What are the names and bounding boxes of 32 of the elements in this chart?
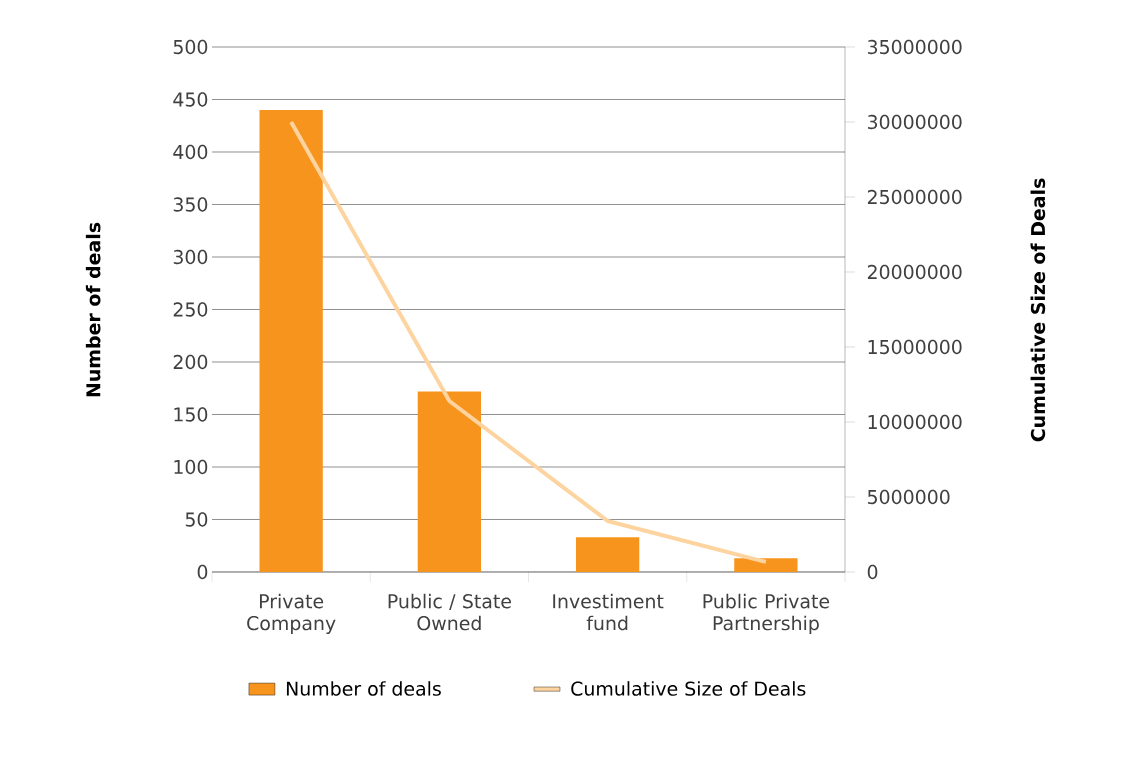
line-series — [289, 119, 768, 564]
y2-tick-label: 15000000 — [868, 339, 962, 355]
y-tick-label: 500 — [173, 39, 208, 55]
y-tick-label: 350 — [173, 197, 208, 212]
legend-label: Cumulative Size of Deals — [571, 681, 806, 696]
y2-tick-label: 35000000 — [867, 39, 962, 55]
y-tick-label: 250 — [173, 302, 208, 317]
y-tick-label: 300 — [173, 249, 208, 265]
y2-tick-label: 20000000 — [867, 264, 962, 280]
y-tick-label: 150 — [174, 407, 208, 422]
y2-axis-title: Cumulative Size of Deals — [1030, 178, 1046, 442]
y2-tick-label: 10000000 — [868, 414, 962, 430]
y-tick-label: 100 — [174, 459, 208, 475]
x-tick-label: Public / State Owned — [388, 593, 511, 631]
y-tick-label: 450 — [173, 92, 208, 107]
bar — [259, 109, 323, 572]
y-tick-label: 50 — [185, 512, 208, 527]
bar — [734, 558, 798, 572]
y2-tick-label: 5000000 — [867, 489, 950, 505]
y2-tick-label: 0 — [867, 564, 878, 580]
y-tick-label: 200 — [173, 354, 208, 370]
bar — [417, 391, 482, 572]
y-tick-label: 0 — [197, 564, 208, 580]
x-tick-label: Private Company — [247, 593, 336, 634]
bar — [575, 537, 640, 572]
x-tick-label: Investiment fund — [553, 593, 664, 631]
y2-tick-label: 25000000 — [867, 189, 962, 205]
x-tick-label: Public Private Partnership — [703, 593, 830, 634]
legend-label: Number of deals — [286, 681, 441, 696]
y2-tick-label: 30000000 — [867, 114, 962, 130]
y-axis-title: Number of deals — [85, 222, 101, 397]
y-tick-label: 400 — [173, 144, 208, 160]
